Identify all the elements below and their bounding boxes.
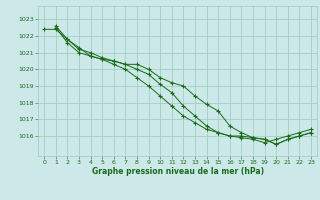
X-axis label: Graphe pression niveau de la mer (hPa): Graphe pression niveau de la mer (hPa) xyxy=(92,167,264,176)
